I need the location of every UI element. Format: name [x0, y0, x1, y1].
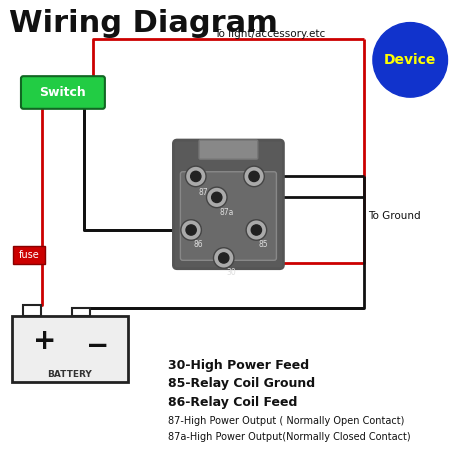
Text: To light/accessory.etc: To light/accessory.etc	[214, 29, 326, 39]
Text: 86-Relay Coil Feed: 86-Relay Coil Feed	[168, 396, 297, 409]
Circle shape	[244, 166, 264, 187]
Bar	[12, 316, 128, 382]
Text: Device: Device	[384, 53, 437, 67]
Text: fuse: fuse	[19, 250, 39, 260]
Text: Switch: Switch	[39, 86, 86, 99]
Text: 85: 85	[259, 240, 268, 249]
Circle shape	[213, 248, 234, 268]
Text: BATTERY: BATTERY	[47, 370, 92, 379]
Circle shape	[185, 166, 206, 187]
Text: 87-High Power Output ( Normally Open Contact): 87-High Power Output ( Normally Open Con…	[168, 416, 404, 426]
Text: To Ground: To Ground	[368, 211, 421, 221]
Circle shape	[181, 220, 201, 240]
Circle shape	[191, 171, 201, 182]
Circle shape	[249, 171, 259, 182]
Circle shape	[373, 23, 447, 97]
Text: 30: 30	[226, 268, 236, 277]
Text: 87a-High Power Output(Normally Closed Contact): 87a-High Power Output(Normally Closed Co…	[168, 432, 410, 442]
Bar	[72, 308, 90, 316]
Circle shape	[186, 225, 196, 235]
Text: Wiring Diagram: Wiring Diagram	[9, 9, 278, 37]
FancyBboxPatch shape	[13, 246, 45, 264]
Text: +: +	[33, 327, 56, 355]
FancyBboxPatch shape	[199, 140, 258, 159]
Circle shape	[246, 220, 267, 240]
Text: 86: 86	[193, 240, 203, 249]
Text: −: −	[86, 332, 109, 360]
Text: 85-Relay Coil Ground: 85-Relay Coil Ground	[168, 377, 315, 390]
FancyBboxPatch shape	[21, 76, 105, 109]
Bar	[23, 305, 41, 316]
Circle shape	[207, 187, 227, 208]
Circle shape	[219, 253, 229, 263]
Circle shape	[251, 225, 262, 235]
Circle shape	[211, 192, 222, 202]
Text: 87: 87	[198, 188, 208, 197]
FancyBboxPatch shape	[173, 140, 283, 269]
Text: 30-High Power Feed: 30-High Power Feed	[168, 359, 309, 372]
FancyBboxPatch shape	[181, 172, 276, 260]
Text: 87a: 87a	[219, 208, 234, 217]
